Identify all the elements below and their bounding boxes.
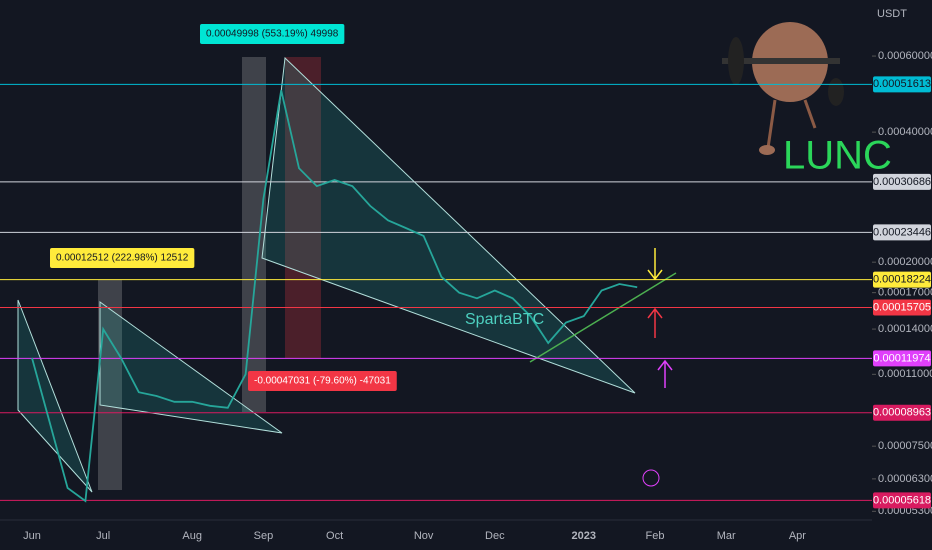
- range-highlight: [242, 57, 266, 412]
- x-tick-label: Sep: [254, 530, 274, 542]
- level-label-bg: [873, 350, 931, 367]
- falling-wedge: [17, 299, 93, 493]
- x-tick-label: Apr: [789, 530, 806, 542]
- level-label-bg: [873, 271, 931, 288]
- level-label-bg: [873, 404, 931, 421]
- annotation-label: 0.00012512 (222.98%) 12512: [56, 253, 189, 264]
- level-label-bg: [873, 299, 931, 316]
- level-label: 0.00030686: [873, 176, 931, 188]
- level-label-bg: [873, 173, 931, 190]
- annotation-text: LUNC: [783, 134, 892, 178]
- y-tick-label: 0.00006300: [878, 473, 932, 485]
- price-line: [31, 90, 638, 503]
- level-label: 0.00015705: [873, 301, 931, 313]
- x-tick-label: Feb: [646, 530, 665, 542]
- axis-currency: USDT: [877, 8, 907, 20]
- y-tick-label: 0.00014000: [878, 323, 932, 335]
- annotation-box: [50, 248, 195, 268]
- arrow-up: [657, 359, 673, 388]
- level-label: 0.00011974: [873, 352, 930, 364]
- arrow-up: [647, 307, 663, 338]
- x-tick-label: Jun: [23, 530, 41, 542]
- level-label: 0.00008963: [873, 407, 931, 419]
- event-icon: [642, 469, 660, 487]
- brain-mascot: [722, 22, 844, 155]
- x-tick-label: 2023: [572, 530, 596, 542]
- annotation-text: SpartaBTC: [465, 311, 544, 328]
- x-tick-label: Jul: [96, 530, 110, 542]
- annotation-box: [248, 371, 397, 391]
- x-tick-label: Oct: [326, 530, 343, 542]
- y-tick-label: 0.00040000: [878, 126, 932, 138]
- level-label-bg: [873, 492, 931, 509]
- x-tick-label: Nov: [414, 530, 434, 542]
- annotation-box: [200, 24, 345, 44]
- level-label: 0.00005618: [873, 494, 931, 506]
- y-tick-label: 0.00017000: [878, 287, 932, 299]
- level-label-bg: [873, 76, 931, 93]
- level-label: 0.00023446: [873, 226, 931, 238]
- level-label-bg: [873, 224, 931, 241]
- level-label: 0.00018224: [873, 274, 931, 286]
- y-tick-label: 0.00060000: [878, 50, 932, 62]
- y-tick-label: 0.00007500: [878, 440, 932, 452]
- trend-line: [529, 272, 677, 363]
- x-tick-label: Dec: [485, 530, 505, 542]
- level-label: 0.00051613: [873, 78, 931, 90]
- annotation-label: 0.00049998 (553.19%) 49998: [206, 29, 339, 40]
- x-tick-label: Aug: [182, 530, 202, 542]
- falling-wedge: [261, 56, 636, 394]
- arrow-down: [647, 248, 663, 281]
- y-tick-label: 0.00020000: [878, 256, 932, 268]
- annotation-label: -0.00047031 (-79.60%) -47031: [254, 376, 391, 387]
- y-tick-label: 0.00011000: [878, 368, 932, 380]
- x-tick-label: Mar: [717, 530, 736, 542]
